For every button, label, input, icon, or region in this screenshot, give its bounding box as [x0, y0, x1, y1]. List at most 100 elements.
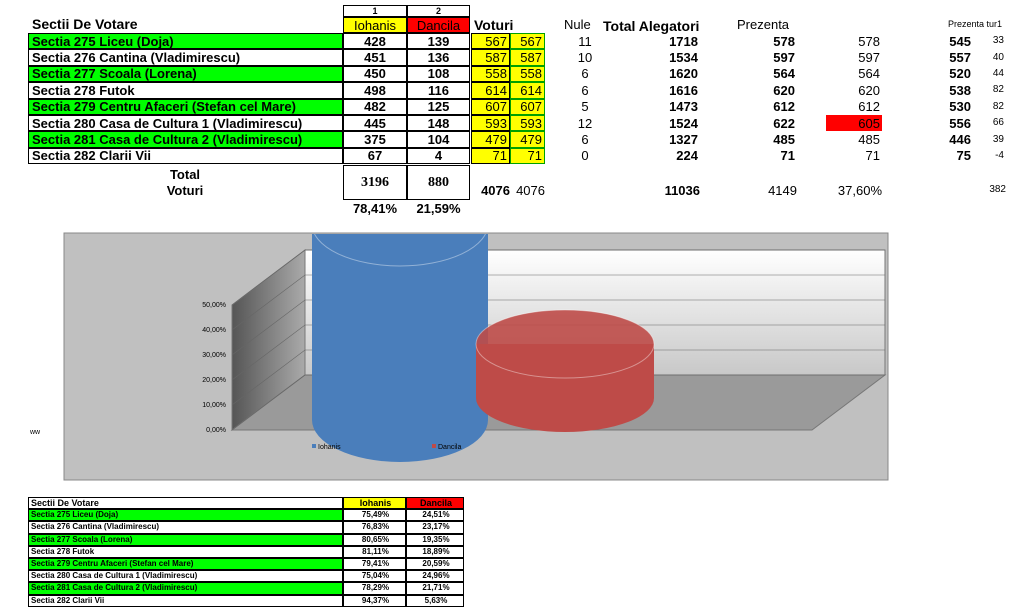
table-cell: 593 — [510, 115, 545, 132]
table-cell: Sectia 279 Centru Afaceri (Stefan cel Ma… — [28, 558, 343, 571]
row-label: Sectia 282 Clarii Vii — [28, 147, 343, 165]
table-cell: 76,83% — [343, 521, 406, 534]
table-cell: 5,63% — [406, 594, 464, 607]
candidate-header: Dancila — [407, 17, 470, 33]
table-cell: 75 — [956, 148, 971, 164]
y-tick-label: 0,00% — [206, 427, 226, 434]
total-cell: 3196 — [343, 165, 407, 200]
table-cell: 1718 — [669, 33, 698, 49]
legend-label: Iohanis — [318, 444, 341, 451]
table-cell: 564 — [858, 66, 880, 82]
legend-label: Dancila — [438, 444, 461, 451]
table-cell: 485 — [858, 132, 880, 148]
table-cell: Sectia 277 Scoala (Lorena) — [28, 533, 343, 546]
table-cell: 6 — [581, 82, 589, 98]
table-cell: -4 — [995, 149, 1004, 161]
y-tick-label: 10,00% — [202, 402, 226, 409]
table-cell: 1327 — [669, 132, 698, 148]
table-cell: 11 — [578, 33, 592, 49]
side-note: ww — [29, 429, 41, 436]
total-cell: 4076 — [481, 182, 510, 198]
table-cell: 6 — [581, 66, 589, 82]
row-label: Sectia 278 Futok — [28, 82, 343, 99]
grid-line — [231, 349, 885, 406]
table-cell: 5 — [581, 99, 589, 115]
table-cell: 558 — [510, 65, 545, 83]
total-cell: 4149 — [768, 182, 797, 198]
table-cell: 71 — [510, 147, 545, 165]
table-cell: 578 — [858, 33, 880, 49]
table-cell: Sectia 282 Clarii Vii — [28, 594, 343, 607]
table-cell: 607 — [471, 98, 510, 115]
row-label: Sectia 275 Liceu (Doja) — [28, 33, 343, 50]
table-cell: 445 — [343, 115, 407, 132]
table-cell: 450 — [343, 65, 407, 83]
table-cell: 607 — [510, 98, 545, 115]
header-text: Voturi — [474, 17, 514, 33]
table-cell: 530 — [949, 99, 971, 115]
table-cell: 545 — [949, 33, 971, 49]
table-cell: 24,96% — [406, 570, 464, 583]
table-cell: Sectia 281 Casa de Cultura 2 (Vladimires… — [28, 582, 343, 595]
table-cell: 1473 — [669, 99, 698, 115]
table-cell: Sectia 275 Liceu (Doja) — [28, 509, 343, 522]
grid-line — [231, 374, 885, 431]
table-cell: 538 — [949, 82, 971, 98]
table-cell: 558 — [471, 65, 510, 83]
table-cell: 21,71% — [406, 582, 464, 595]
row-label: Sectia 276 Cantina (Vladimirescu) — [28, 49, 343, 66]
table-cell: 479 — [510, 131, 545, 148]
table-cell: 18,89% — [406, 545, 464, 558]
table-cell: 139 — [407, 33, 470, 50]
table-cell: 479 — [471, 131, 510, 148]
table-cell: 33 — [992, 35, 1004, 47]
header-text: Total Alegatori — [603, 18, 700, 34]
table-cell: 104 — [407, 131, 470, 148]
table-cell: 593 — [471, 115, 510, 132]
table-cell: 12 — [577, 115, 593, 131]
table-cell: 6 — [581, 132, 589, 148]
row-label: Sectia 281 Casa de Cultura 2 (Vladimires… — [28, 131, 343, 148]
table-cell: 39 — [992, 133, 1004, 145]
grid-line — [231, 324, 885, 381]
table-cell: 1616 — [669, 82, 698, 98]
table-cell: 567 — [471, 33, 510, 50]
table-cell: 375 — [343, 131, 407, 148]
header-text: Prezenta tur1 — [948, 18, 1003, 29]
table-cell: 612 — [858, 99, 880, 115]
table-cell: 556 — [949, 115, 971, 131]
total-cell: 382 — [989, 184, 1006, 195]
table-cell: 125 — [407, 98, 470, 115]
total-percentage: 21,59% — [416, 200, 461, 216]
table-cell: Sectia 280 Casa de Cultura 1 (Vladimires… — [28, 570, 343, 583]
table-cell: 1524 — [669, 115, 698, 131]
table-cell: 82 — [992, 100, 1004, 112]
table-cell: 1534 — [669, 50, 698, 66]
table-cell: 23,17% — [406, 521, 464, 534]
legend-swatch — [312, 444, 316, 448]
table-cell: 66 — [992, 117, 1004, 129]
header-text: Prezenta — [737, 16, 790, 32]
table-cell: 116 — [407, 82, 470, 99]
table-cell: 136 — [407, 49, 470, 66]
table-cell: 44 — [992, 67, 1004, 79]
y-tick-label: 50,00% — [202, 302, 226, 309]
table-cell: 224 — [676, 148, 698, 164]
total-cell: 11036 — [664, 182, 700, 198]
table-cell: 622 — [773, 115, 795, 131]
y-tick-label: 30,00% — [202, 352, 226, 359]
row-label: Sectia 280 Casa de Cultura 1 (Vladimires… — [28, 115, 343, 132]
grid-line — [231, 274, 885, 331]
table-cell: 148 — [407, 115, 470, 132]
table-cell: 597 — [773, 50, 795, 66]
table-cell: 1620 — [669, 66, 698, 82]
table-cell: 567 — [510, 33, 545, 50]
table-cell: 81,11% — [343, 545, 406, 558]
cylinder-body — [312, 234, 488, 462]
table-cell: 71 — [471, 147, 510, 165]
table-cell: 482 — [343, 98, 407, 115]
table-cell: 428 — [343, 33, 407, 50]
column-number: 2 — [407, 5, 470, 17]
table-cell: 71 — [780, 148, 795, 164]
